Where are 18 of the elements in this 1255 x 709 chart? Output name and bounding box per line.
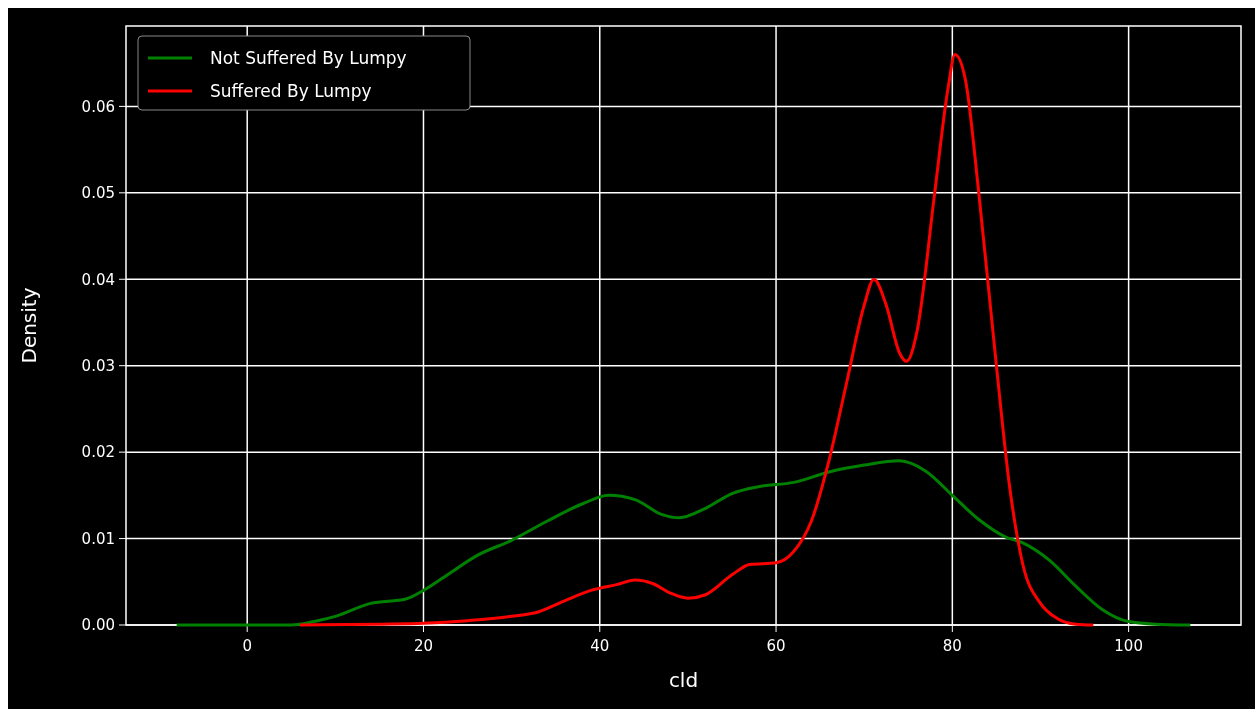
- legend-label: Suffered By Lumpy: [210, 80, 372, 101]
- x-axis-title: cld: [668, 668, 699, 692]
- x-tick-label: 100: [1114, 637, 1143, 655]
- y-tick-label: 0.03: [81, 356, 115, 375]
- x-tick-label: 80: [942, 637, 962, 655]
- y-axis-title: Density: [17, 287, 41, 364]
- x-tick-label: 40: [590, 637, 610, 655]
- y-tick-label: 0.01: [81, 529, 115, 548]
- y-tick-label: 0.00: [81, 616, 115, 635]
- y-tick-label: 0.06: [81, 97, 115, 116]
- y-tick-label: 0.04: [81, 270, 115, 289]
- y-tick-label: 0.05: [81, 184, 115, 203]
- y-tick-label: 0.02: [81, 443, 115, 462]
- x-tick-label: 0: [242, 637, 252, 655]
- x-tick-label: 20: [413, 637, 434, 655]
- legend-label: Not Suffered By Lumpy: [210, 47, 407, 68]
- line-series: [175, 459, 1192, 627]
- x-tick-label: 60: [766, 637, 786, 655]
